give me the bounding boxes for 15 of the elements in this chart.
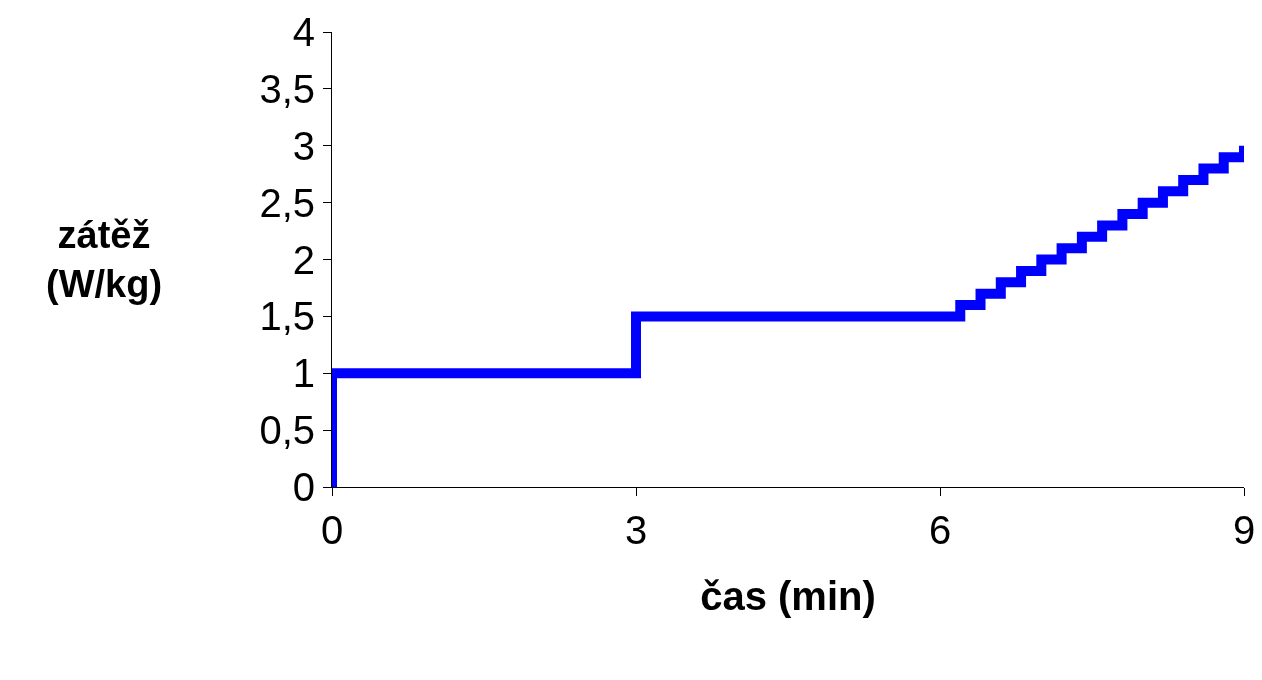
x-axis-title: čas (min) (700, 573, 876, 618)
y-tick-label: 3,5 (259, 66, 315, 111)
y-tick-label: 0,5 (259, 408, 315, 453)
x-tick-label: 0 (320, 508, 344, 552)
y-tick-label: 1 (292, 351, 315, 396)
x-tick-label: 9 (1232, 508, 1256, 552)
y-tick-label: 0 (292, 465, 315, 509)
y-tick-label: 3 (292, 123, 315, 168)
x-tick-label: 3 (624, 508, 648, 552)
y-tick-label: 2,5 (259, 180, 315, 225)
y-tick-label: 2 (292, 237, 315, 282)
x-tick-label: 6 (928, 508, 952, 552)
y-axis-title: zátěž (W/kg) (46, 214, 163, 306)
y-tick-label: 4 (292, 10, 315, 54)
y-tick-label: 1,5 (259, 294, 315, 339)
